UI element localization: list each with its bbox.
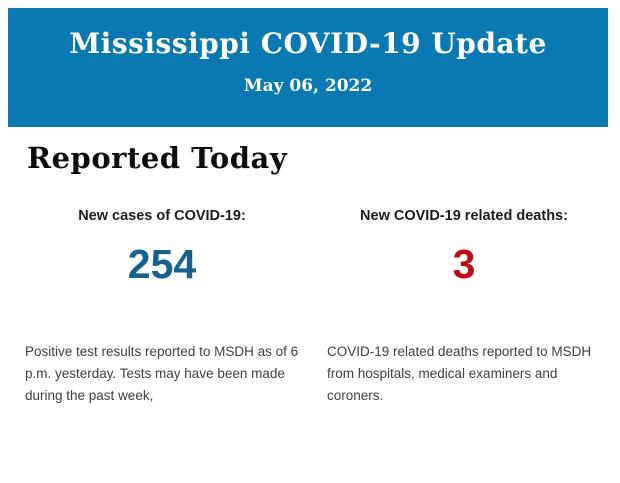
header-banner: Mississippi COVID-19 Update May 06, 2022 (8, 8, 608, 127)
stats-row: New cases of COVID-19: 254 Positive test… (25, 208, 601, 407)
report-date: May 06, 2022 (243, 76, 373, 96)
new-cases-label: New cases of COVID-19: (78, 208, 246, 224)
new-cases-value: 254 (127, 241, 197, 287)
stat-new-cases: New cases of COVID-19: 254 Positive test… (25, 208, 299, 407)
new-deaths-label: New COVID-19 related deaths: (360, 208, 568, 224)
new-cases-description: Positive test results reported to MSDH a… (25, 344, 299, 403)
section-heading-reported-today: Reported Today (27, 141, 288, 175)
new-deaths-description: COVID-19 related deaths reported to MSDH… (327, 344, 592, 403)
new-deaths-value: 3 (452, 241, 476, 287)
page-title: Mississippi COVID-19 Update (69, 27, 547, 60)
stat-new-deaths: New COVID-19 related deaths: 3 COVID-19 … (327, 208, 601, 407)
